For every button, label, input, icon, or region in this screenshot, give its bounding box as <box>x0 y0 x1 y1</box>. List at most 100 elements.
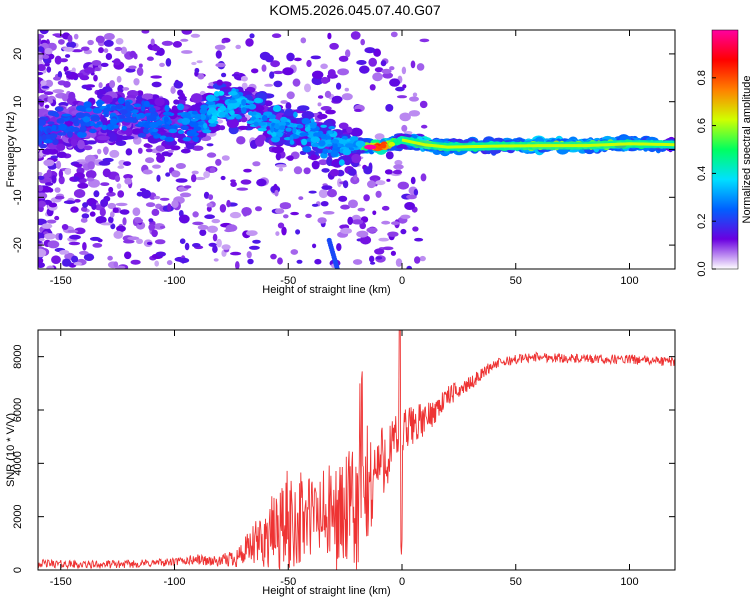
heatmap-cell <box>96 135 110 141</box>
heatmap-cell <box>279 202 292 210</box>
heatmap-cell <box>128 65 137 70</box>
heatmap-cell <box>58 233 63 241</box>
heatmap-cell <box>169 145 181 151</box>
heatmap-cell <box>314 258 322 265</box>
heatmap-cell <box>136 90 144 97</box>
heatmap-cell <box>368 57 378 67</box>
heatmap-cell <box>119 109 128 115</box>
heatmap-cell <box>41 223 53 229</box>
colorbar <box>711 29 739 270</box>
heatmap-cell <box>309 121 317 129</box>
heatmap-cell <box>256 122 267 126</box>
heatmap-cell <box>57 71 63 79</box>
heatmap-cell <box>320 63 328 70</box>
heatmap-cell <box>190 118 199 122</box>
heatmap-cell <box>375 256 383 260</box>
heatmap-cell <box>61 113 71 117</box>
heatmap-cell <box>181 50 193 54</box>
heatmap-cell <box>45 182 54 186</box>
heatmap-cell <box>86 177 95 182</box>
heatmap-cell <box>181 30 193 35</box>
heatmap-cell <box>359 235 372 245</box>
heatmap-cell <box>194 113 202 121</box>
heatmap-cell <box>106 191 116 197</box>
heatmap-cell <box>165 58 172 67</box>
plot-frame-snr <box>37 329 676 571</box>
heatmap-cell <box>63 200 76 205</box>
heatmap-cell <box>277 222 285 229</box>
heatmap-cell <box>101 94 113 104</box>
heatmap-cell <box>38 185 44 192</box>
heatmap-cell <box>372 210 377 216</box>
heatmap-cell <box>155 251 166 257</box>
heatmap-cell <box>42 148 53 155</box>
heatmap-cell <box>207 225 218 233</box>
heatmap-cell <box>58 169 64 179</box>
heatmap-cell <box>401 66 407 75</box>
heatmap-cell <box>39 30 49 35</box>
heatmap-cell <box>317 130 324 136</box>
heatmap-cell <box>211 218 221 224</box>
heatmap-cell <box>77 131 87 139</box>
heatmap-cell <box>349 136 359 142</box>
heatmap-cell <box>355 140 366 148</box>
heatmap-cell <box>301 118 311 125</box>
heatmap-cell <box>214 44 226 50</box>
heatmap-cell <box>79 125 87 133</box>
heatmap-cell <box>77 182 89 189</box>
heatmap-cell <box>285 127 292 132</box>
heatmap-cell <box>304 126 311 132</box>
heatmap-cell <box>173 81 184 89</box>
heatmap-cell <box>112 207 119 213</box>
heatmap-cell <box>393 164 404 170</box>
heatmap-cell <box>389 66 395 71</box>
heatmap-cell <box>56 118 65 124</box>
heatmap-cell <box>228 91 238 96</box>
heatmap-cell <box>177 103 185 111</box>
heatmap-cell <box>412 226 419 232</box>
heatmap-cell <box>143 100 150 108</box>
heatmap-cell <box>378 237 390 242</box>
heatmap-cell <box>224 114 230 119</box>
heatmap-cell <box>141 189 152 199</box>
heatmap-cell <box>256 178 267 187</box>
heatmap-cell <box>327 130 333 135</box>
heatmap-cell <box>46 128 51 134</box>
heatmap-cell <box>51 175 57 184</box>
heatmap-cell <box>159 62 165 67</box>
heatmap-cell <box>400 214 411 219</box>
heatmap-cell <box>190 104 201 111</box>
heatmap-cell <box>146 56 154 61</box>
heatmap-cell <box>46 265 55 269</box>
heatmap-cell <box>292 126 297 134</box>
heatmap-cell <box>271 33 282 38</box>
heatmap-cell <box>391 221 400 226</box>
heatmap-cell <box>103 48 109 53</box>
heatmap-cell <box>215 158 222 166</box>
heatmap-cell <box>350 31 361 40</box>
heatmap-cell <box>172 125 178 129</box>
heatmap-cell <box>245 104 251 109</box>
heatmap-cell <box>293 111 298 118</box>
heatmap-cell <box>84 67 95 74</box>
heatmap-cell <box>48 99 54 104</box>
heatmap-cell <box>287 155 294 161</box>
heatmap-cell <box>66 41 77 49</box>
heatmap-cell <box>268 118 277 122</box>
heatmap-cell <box>208 107 217 114</box>
heatmap-cell <box>404 202 415 210</box>
heatmap-cell <box>385 104 394 112</box>
heatmap-cell <box>253 105 265 112</box>
heatmap-cell <box>177 95 187 100</box>
heatmap-cell <box>106 123 115 131</box>
heatmap-cell <box>43 159 55 167</box>
heatmap-cell <box>320 76 329 84</box>
heatmap-cell <box>203 171 211 179</box>
x-tick-label: 0 <box>399 275 405 287</box>
heatmap-cell <box>191 136 200 142</box>
heatmap-cell <box>330 150 339 157</box>
heatmap-cell <box>100 62 109 67</box>
heatmap-cell <box>49 133 58 139</box>
heatmap-cell <box>322 211 335 215</box>
heatmap-cell <box>224 228 233 233</box>
